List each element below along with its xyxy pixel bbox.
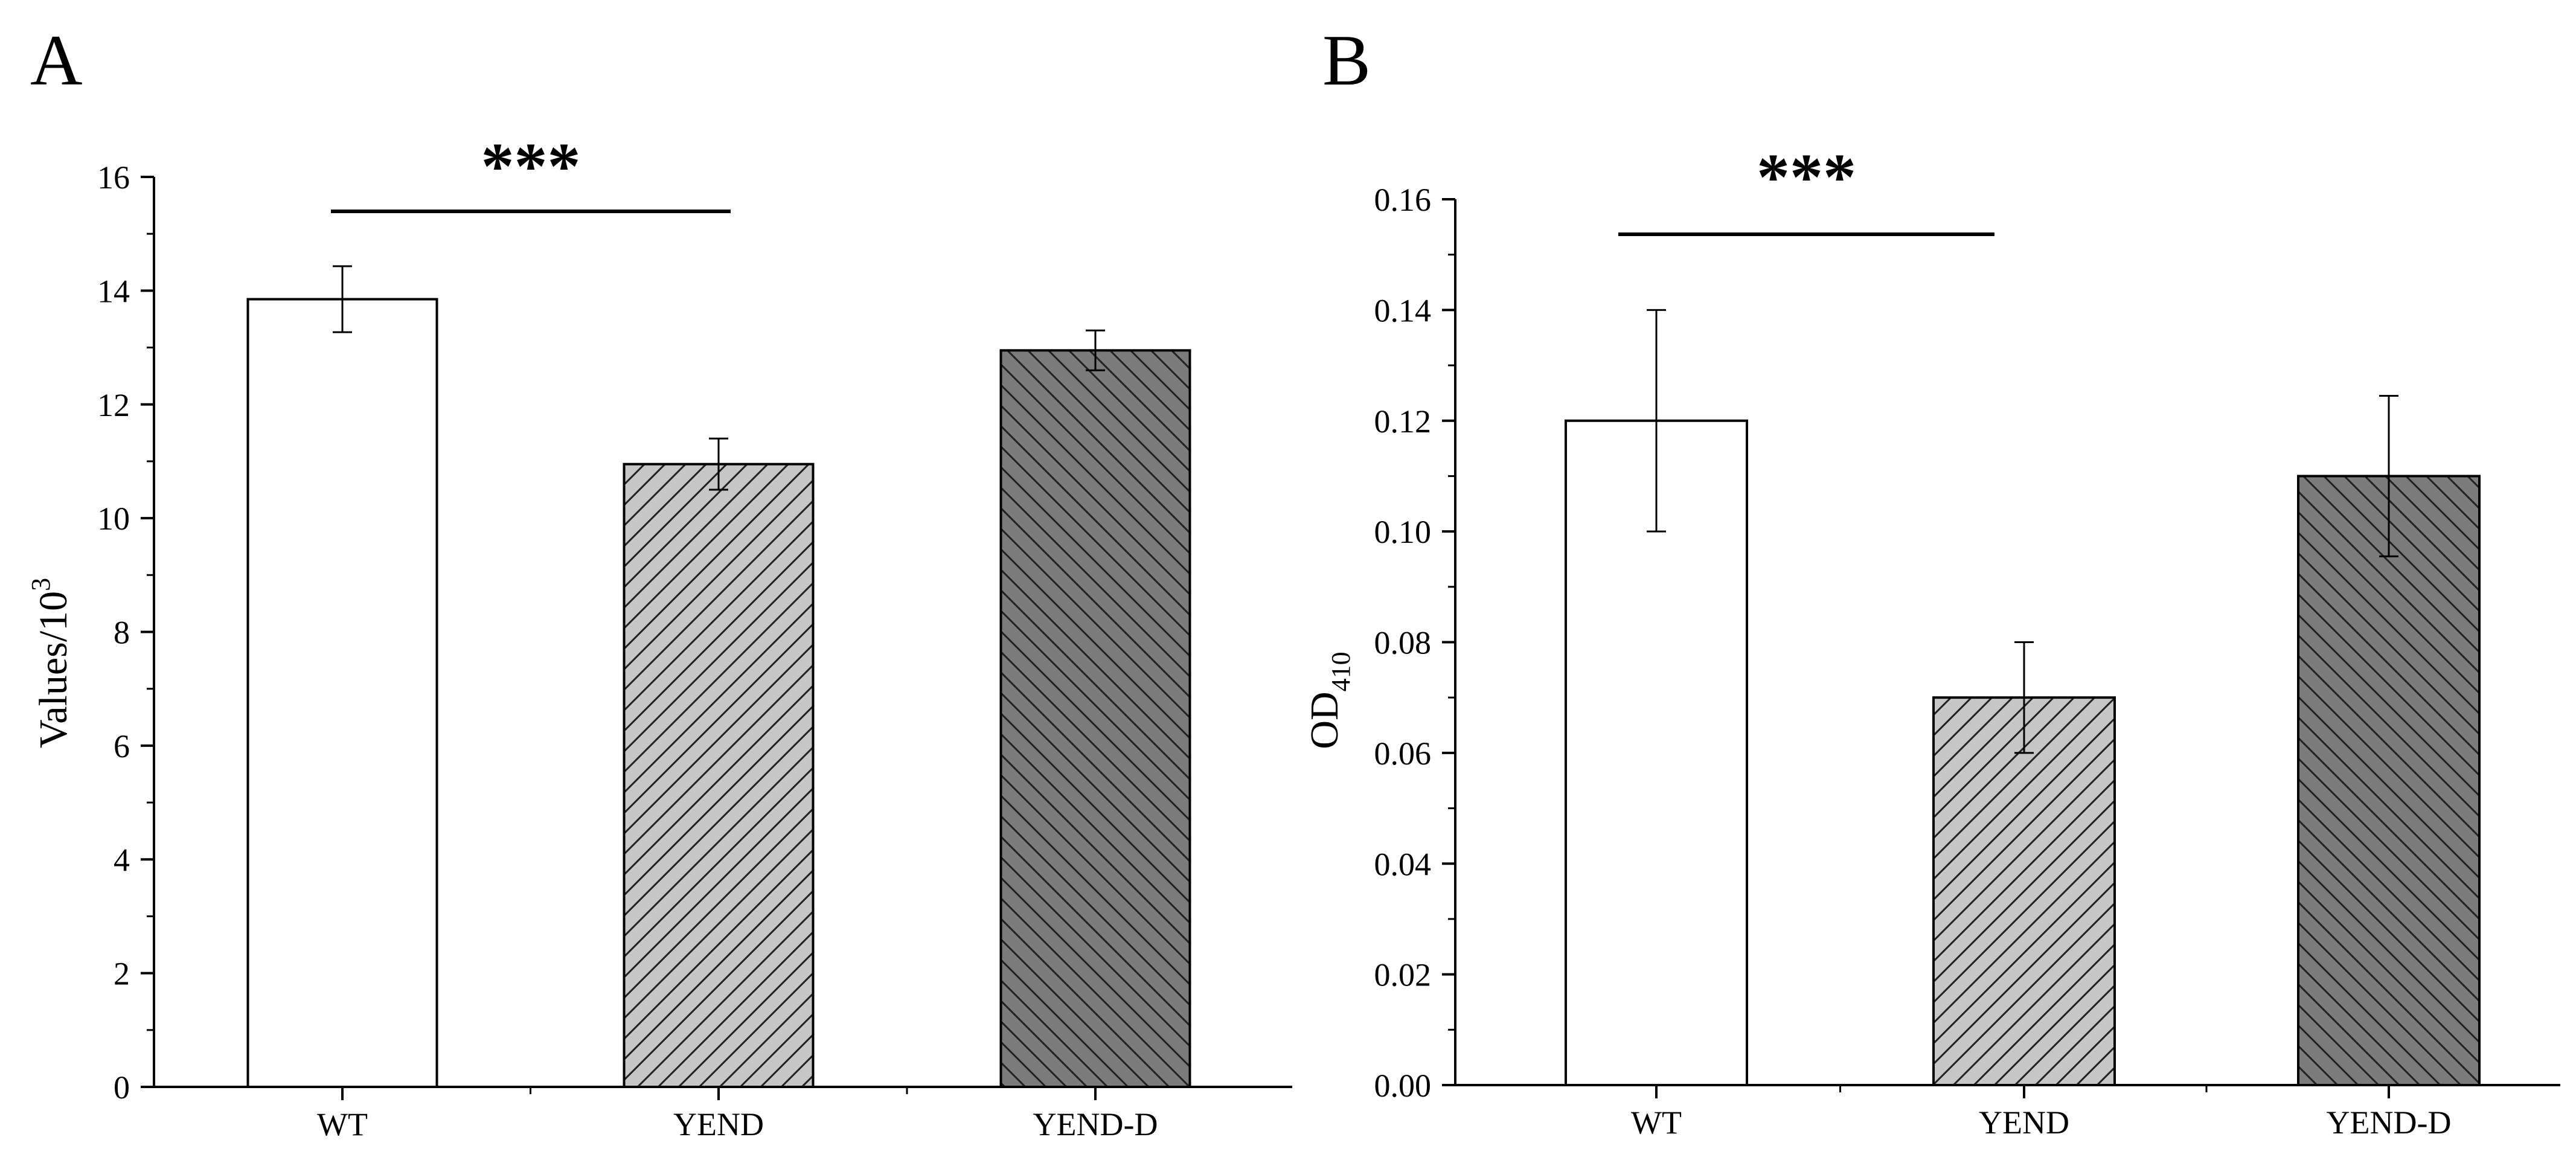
panel-b-y-axis-label: OD410 [1302,652,1356,749]
panel-a: A Values/103 WT YEND YEND-D 0 2 4 6 8 10 12 14 16 **… [26,20,1292,1142]
y-tick-label: 0.06 [1374,735,1432,772]
bar-yend-d [2297,475,2481,1086]
y-tick-label: 0.10 [1374,514,1432,550]
significance-label: *** [481,129,581,203]
y-tick-label: 0.14 [1374,292,1432,328]
panel-b-plot: WT YEND YEND-D 0.00 0.02 0.04 0.06 0.08 0.10 0.12… [1374,140,2560,1141]
bar-wt [246,298,438,1088]
bar-yend [623,463,815,1088]
y-tick-label: 10 [97,501,130,537]
panel-b-letter: B [1322,20,1371,100]
panel-b: B OD410 WT YEND YEND-D 0.00 0.02 0.04 0.06 0.08… [1302,20,2560,1141]
x-tick-label: YEND-D [1033,1106,1158,1142]
y-tick-label: 2 [114,956,130,992]
y-tick-label: 8 [114,615,130,651]
bar-yend-d [999,349,1191,1088]
x-tick-label: WT [317,1106,368,1142]
y-tick-label: 12 [97,387,130,423]
panel-a-letter: A [30,20,83,100]
significance-label: *** [1757,140,1856,214]
y-tick-label: 4 [114,842,130,878]
x-tick-label: YEND [673,1106,764,1142]
y-tick-label: 0.16 [1374,182,1432,218]
y-tick-label: 0.04 [1374,846,1432,882]
y-tick-label: 0.08 [1374,625,1432,661]
x-tick-label: YEND [1979,1104,2069,1141]
y-tick-label: 0.12 [1374,403,1432,440]
y-tick-label: 16 [97,159,130,196]
y-tick-label: 0 [114,1069,130,1106]
bar-yend [1932,696,2116,1086]
panel-a-plot: WT YEND YEND-D 0 2 4 6 8 10 12 14 16 *** [97,129,1292,1142]
y-tick-label: 6 [114,728,130,764]
x-tick-label: YEND-D [2327,1104,2452,1141]
y-tick-label: 0.02 [1374,957,1432,993]
panel-a-y-axis-label: Values/103 [26,578,75,748]
y-tick-label: 14 [97,273,130,309]
y-tick-label: 0.00 [1374,1068,1432,1104]
x-tick-label: WT [1631,1104,1682,1141]
